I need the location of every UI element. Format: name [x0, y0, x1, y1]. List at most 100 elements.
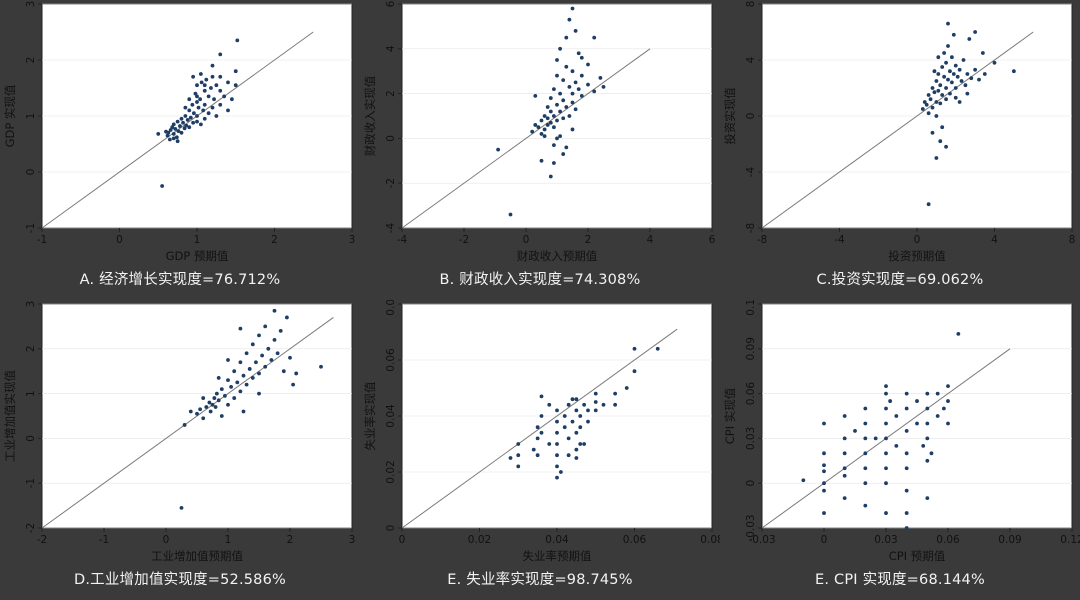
- data-point: [942, 74, 947, 79]
- data-point: [948, 91, 952, 96]
- data-point: [955, 74, 960, 79]
- scatter-plot-cpi: -0.03 0 0.03 0.06 0.09 0.12 -0.03 0 0.03 0.06 0.09…: [723, 300, 1080, 563]
- data-point: [884, 391, 888, 396]
- x-tick-label: 2: [271, 234, 278, 246]
- data-point: [940, 125, 945, 130]
- data-point: [863, 436, 868, 441]
- data-point: [915, 399, 919, 403]
- data-point: [904, 391, 909, 396]
- caption-unemployment: E. 失业率实现度=98.745%: [447, 572, 633, 588]
- data-point: [842, 414, 847, 418]
- data-point: [179, 505, 184, 510]
- data-point: [632, 369, 637, 374]
- data-point: [272, 337, 277, 342]
- data-point: [218, 52, 223, 57]
- x-tick-label: 2: [585, 234, 592, 246]
- data-point: [842, 466, 847, 471]
- data-point: [214, 114, 219, 118]
- data-point: [574, 456, 579, 460]
- data-point: [946, 399, 950, 403]
- data-point: [195, 94, 199, 99]
- data-point: [552, 143, 556, 148]
- x-tick-label: 0.03: [874, 534, 897, 546]
- data-point: [195, 119, 199, 124]
- data-point: [969, 76, 974, 81]
- data-point: [613, 402, 618, 407]
- data-point: [925, 496, 930, 501]
- data-point: [241, 373, 246, 378]
- data-point: [601, 402, 606, 407]
- data-point: [564, 35, 569, 40]
- data-point: [202, 116, 207, 121]
- data-point: [920, 107, 925, 111]
- x-tick-label: 0.09: [998, 534, 1021, 546]
- data-point: [210, 105, 215, 110]
- data-point: [579, 55, 584, 60]
- data-point: [925, 458, 930, 463]
- data-point: [226, 402, 230, 407]
- panel-gdp: -1 0 1 2 3 -1 0 1 2 3 GDP 预期值 GDP 实现值 A. 经济增长实现度=76…: [0, 0, 360, 300]
- data-point: [272, 308, 277, 313]
- data-point: [193, 91, 198, 96]
- x-axis-label: GDP 预期值: [166, 249, 229, 263]
- data-point: [573, 107, 578, 112]
- data-point: [190, 102, 195, 107]
- y-tick-label: 1: [25, 390, 37, 397]
- data-point: [570, 69, 575, 74]
- data-point: [822, 463, 826, 468]
- data-point: [932, 69, 937, 74]
- data-point: [946, 21, 950, 26]
- data-point: [904, 429, 909, 433]
- data-point: [863, 466, 868, 471]
- data-point: [951, 72, 956, 76]
- data-point: [957, 100, 962, 104]
- data-point: [212, 97, 216, 102]
- data-point: [822, 451, 826, 456]
- data-point: [219, 387, 224, 392]
- x-tick-label: 6: [709, 234, 716, 246]
- data-point: [822, 511, 826, 515]
- data-point: [946, 384, 950, 389]
- data-point: [884, 406, 888, 411]
- data-point: [539, 414, 544, 418]
- data-point: [210, 63, 215, 68]
- data-point: [179, 116, 184, 121]
- data-point: [210, 402, 215, 407]
- data-point: [187, 97, 192, 102]
- data-point: [967, 37, 972, 41]
- data-point: [187, 125, 192, 130]
- data-point: [516, 442, 521, 446]
- data-point: [229, 97, 234, 102]
- data-point: [592, 89, 597, 94]
- data-point: [539, 118, 544, 123]
- data-point: [593, 391, 598, 396]
- data-point: [948, 69, 952, 74]
- data-point: [884, 466, 888, 471]
- data-point: [176, 129, 181, 134]
- data-point: [944, 144, 948, 149]
- panel-fiscal-revenue: -4 -2 0 2 4 6 -4 -2 0 2 4 6 财政收入预期值 财政收入实现值 B. 财政收入实现…: [360, 0, 720, 300]
- y-tick-label: -4: [385, 222, 397, 233]
- scatter-plot-investment: -8 -4 0 4 8 -8 -4 0 4 8 投资预期值 投资实现值: [723, 1, 1075, 263]
- data-point: [938, 139, 943, 144]
- data-point: [213, 405, 218, 409]
- data-point: [586, 82, 590, 87]
- panel-unemployment: 0 0.02 0.04 0.06 0.08 0 0.02 0.04 0.06 0.08 失业率预期值…: [360, 300, 720, 600]
- data-point: [863, 421, 868, 426]
- data-point: [949, 55, 954, 60]
- y-tick-label: 3: [25, 1, 37, 8]
- data-point: [951, 32, 956, 37]
- data-point: [570, 91, 575, 96]
- data-point: [953, 95, 958, 100]
- data-point: [545, 105, 550, 109]
- data-point: [928, 97, 933, 102]
- data-point: [558, 46, 562, 51]
- data-point: [582, 402, 587, 407]
- data-point: [555, 136, 559, 141]
- data-point: [884, 511, 888, 515]
- data-point: [944, 86, 948, 90]
- y-tick-label: 0: [25, 169, 37, 176]
- data-point: [574, 430, 579, 435]
- data-point: [561, 152, 566, 156]
- y-tick-label: -0.03: [745, 514, 757, 541]
